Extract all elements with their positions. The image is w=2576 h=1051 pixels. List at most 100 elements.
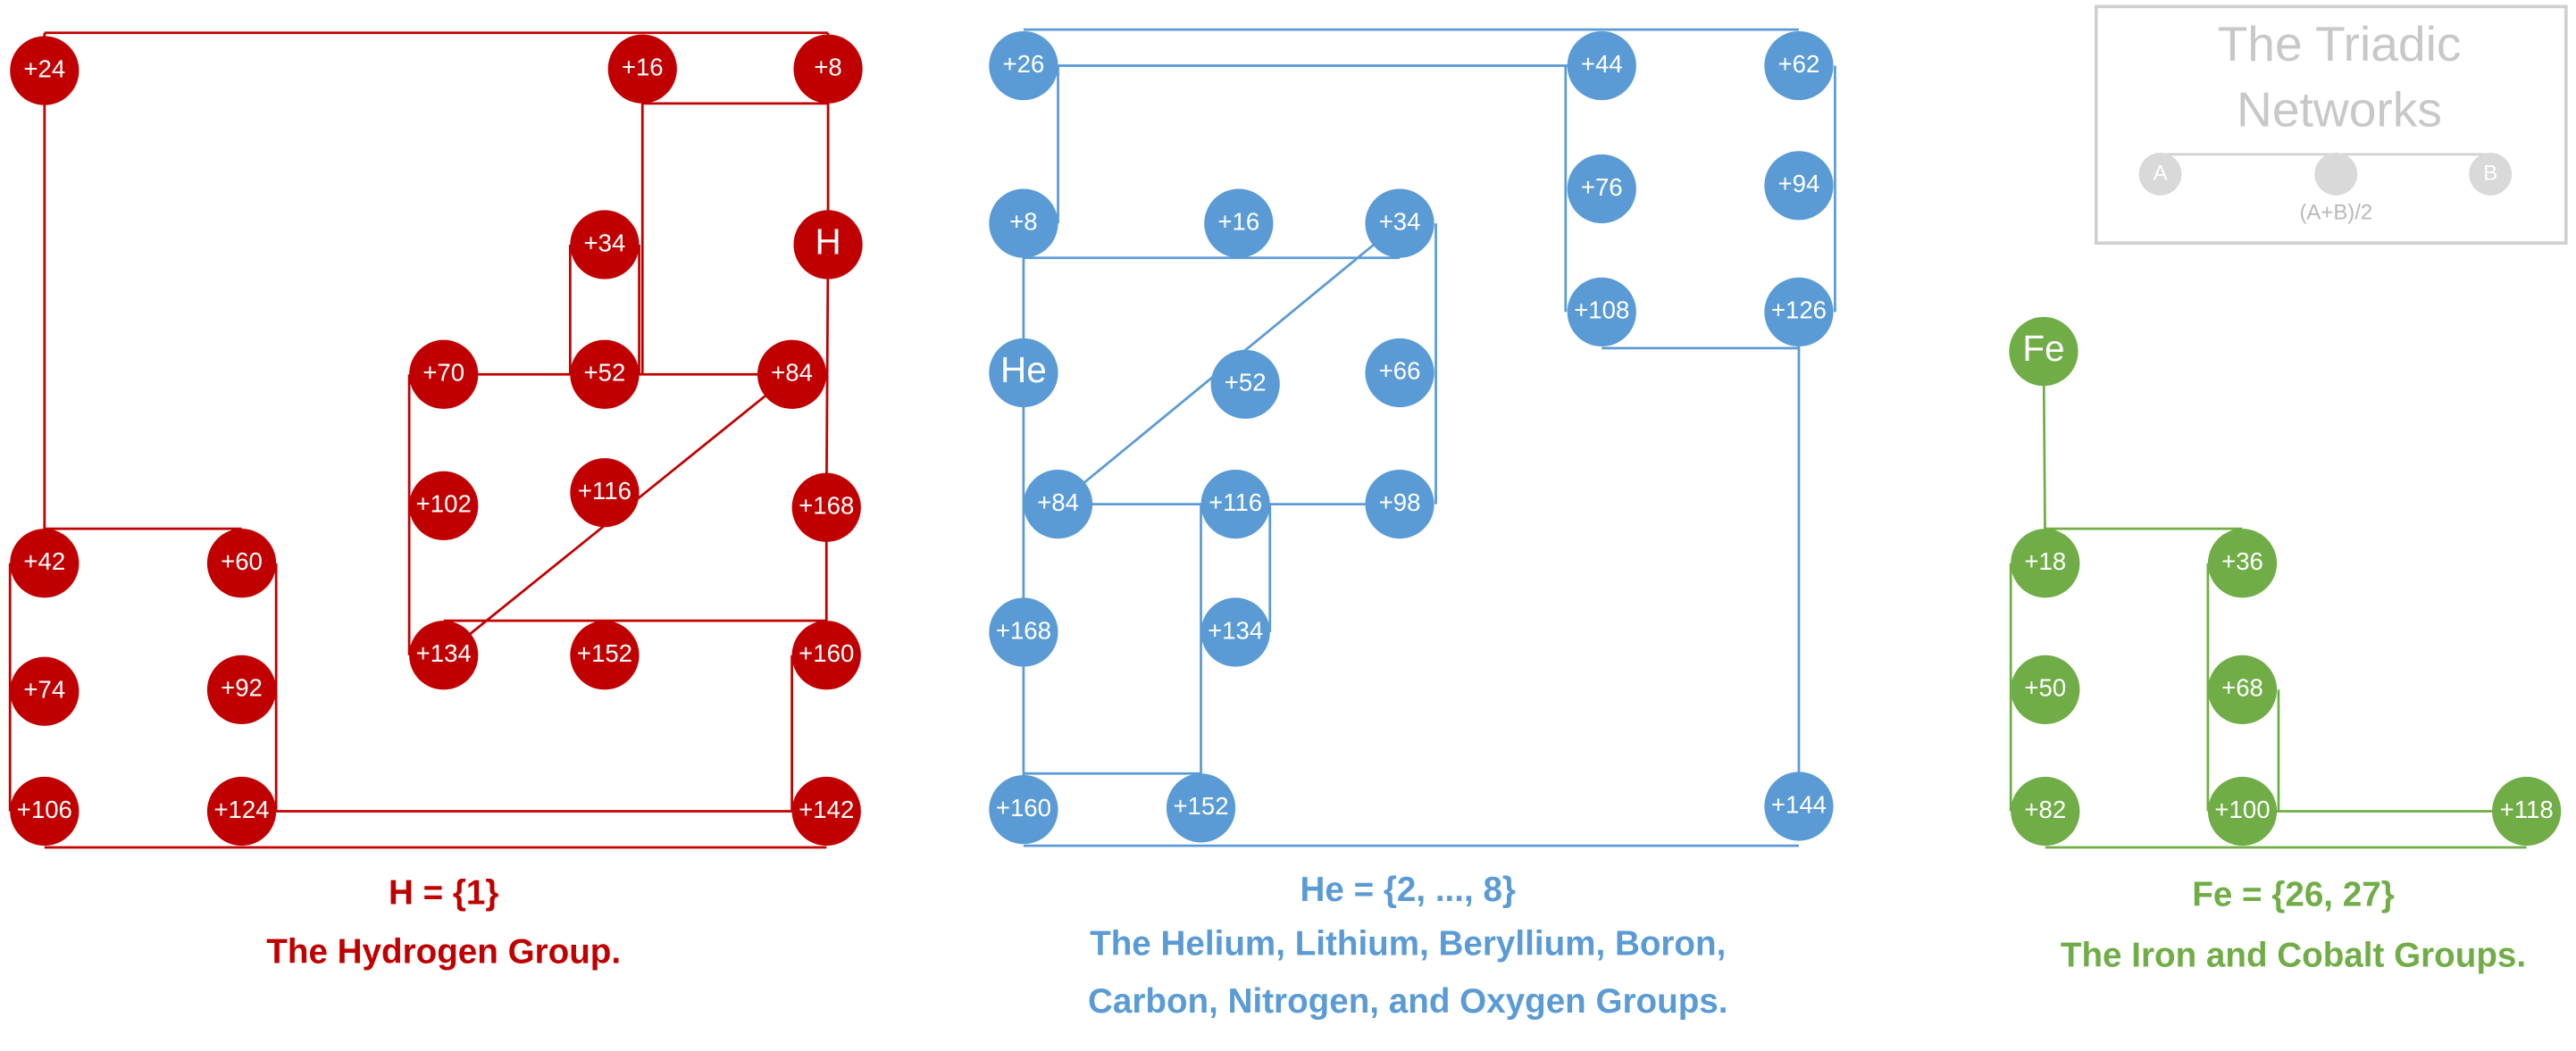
legend-node-label: A [2154, 161, 2168, 185]
node-label: +74 [23, 676, 65, 704]
edge [2042, 351, 2047, 563]
node-label: +70 [422, 359, 464, 387]
node-label: He [1000, 349, 1047, 390]
edge [824, 245, 830, 508]
node-label: +106 [17, 796, 72, 823]
node-label: +134 [1208, 616, 1263, 644]
node-label: +16 [1217, 207, 1259, 235]
node [206, 655, 277, 725]
node-label: +36 [2221, 547, 2263, 575]
node [989, 30, 1058, 101]
node [409, 621, 479, 690]
node [409, 339, 479, 409]
legend-node-label: B [2483, 161, 2497, 185]
node-label: +42 [23, 547, 65, 575]
node-label: +116 [1209, 488, 1262, 516]
node [2207, 529, 2278, 598]
node-label: +98 [1379, 488, 1421, 516]
node [1200, 469, 1270, 539]
node [1365, 188, 1434, 258]
node [570, 458, 640, 528]
node [791, 472, 861, 542]
node [757, 339, 827, 409]
node-label: +52 [584, 359, 626, 387]
legend-box [2094, 4, 2568, 246]
node-label: +160 [799, 639, 854, 667]
node-label: +160 [996, 794, 1051, 822]
node [793, 210, 863, 279]
node-label: +66 [1379, 357, 1421, 385]
node-label: +16 [622, 54, 664, 81]
node [1764, 277, 1834, 347]
node [607, 34, 677, 104]
node [10, 36, 79, 105]
node [2009, 316, 2078, 387]
node-label: +60 [221, 547, 263, 575]
node [206, 529, 277, 598]
group-formula: H = {1} [389, 873, 498, 912]
node [1200, 597, 1270, 667]
node-label: +118 [2500, 796, 2554, 823]
node [1567, 30, 1636, 101]
legend-title: The Triadic [2218, 16, 2462, 71]
node-label: +34 [1379, 207, 1421, 235]
node [570, 621, 640, 690]
node-label: +100 [2214, 796, 2270, 823]
node [1365, 338, 1434, 408]
legend-node [2314, 153, 2358, 196]
legend-title: Networks [2237, 81, 2442, 137]
node [1365, 469, 1434, 539]
node [10, 529, 79, 598]
node-label: +50 [2024, 674, 2066, 702]
group-caption: The Iron and Cobalt Groups. [2061, 936, 2526, 974]
node-label: +34 [584, 229, 626, 256]
node [791, 621, 861, 690]
node-label: +142 [799, 796, 854, 823]
node [2492, 776, 2562, 847]
legend: The Triadic Networks A B (A+B)/2 [2094, 4, 2568, 246]
node [793, 34, 863, 104]
node [2207, 776, 2278, 847]
node [989, 775, 1058, 845]
node-label: +82 [2024, 796, 2066, 823]
node [1166, 773, 1236, 843]
node-label: +18 [2024, 547, 2066, 575]
group-caption: Carbon, Nitrogen, and Oxygen Groups. [1088, 982, 1727, 1021]
node [206, 776, 277, 847]
node [1204, 188, 1274, 258]
legend-node [2138, 153, 2182, 196]
group-caption: The Hydrogen Group. [266, 933, 621, 972]
node-label: H [815, 221, 841, 263]
node-label: +26 [1003, 50, 1045, 78]
node-label: +62 [1778, 50, 1820, 78]
legend-node [2469, 153, 2513, 196]
group-caption: The Helium, Lithium, Beryllium, Boron, [1090, 925, 1726, 963]
node-label: +102 [416, 490, 472, 518]
node-label: +8 [814, 54, 841, 81]
node-label: +152 [577, 639, 632, 667]
node [1764, 30, 1834, 101]
node-label: +84 [1037, 488, 1079, 516]
node [10, 776, 79, 847]
group-formula: He = {2, ..., 8} [1301, 871, 1516, 909]
node-label: +116 [578, 477, 631, 505]
node-label: +92 [221, 674, 263, 702]
node [989, 188, 1058, 258]
node [409, 471, 479, 541]
node-label: +24 [23, 54, 65, 82]
node [2011, 529, 2080, 598]
node-label: +44 [1581, 50, 1623, 78]
node [1567, 154, 1636, 224]
node-label: +52 [1225, 369, 1267, 396]
legend-midpoint-label: (A+B)/2 [2299, 200, 2372, 224]
node-label: +76 [1581, 173, 1623, 201]
node-label: +168 [996, 616, 1051, 644]
node [1210, 349, 1280, 419]
node-label: +84 [771, 359, 813, 387]
node-label: +8 [1009, 207, 1037, 235]
node-label: +68 [2221, 674, 2263, 702]
node-label: +168 [799, 492, 854, 520]
node [2011, 655, 2080, 725]
